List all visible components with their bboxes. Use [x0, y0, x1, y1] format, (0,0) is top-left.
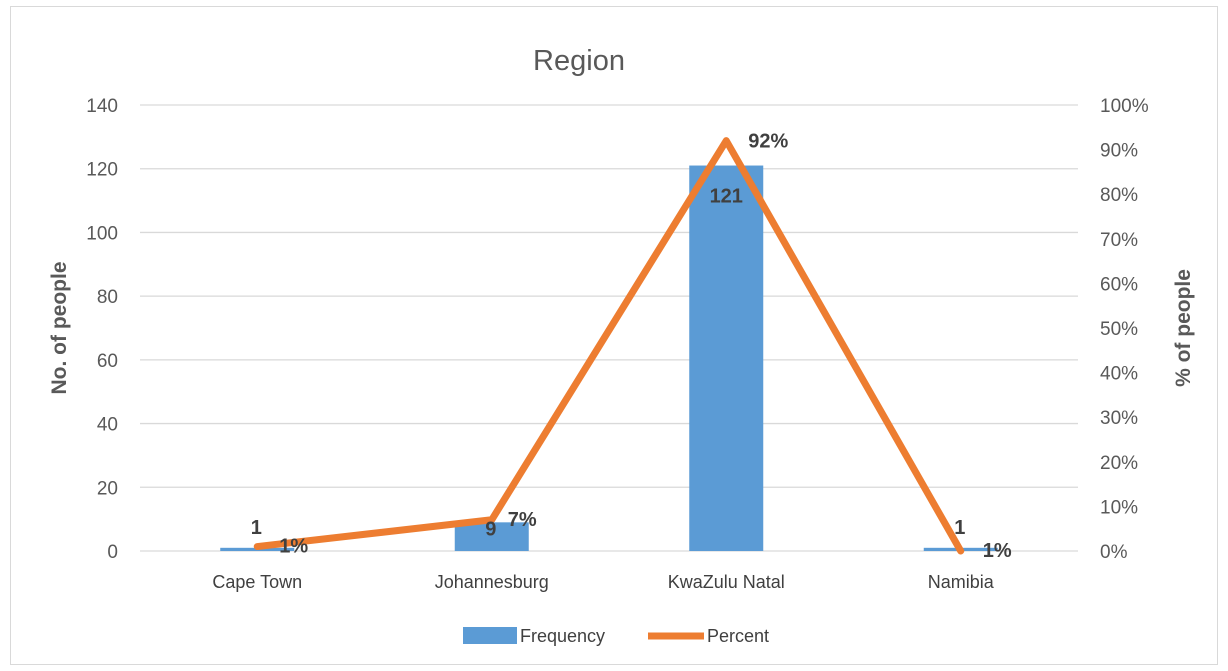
left-tick-label: 0 — [107, 542, 118, 563]
left-axis-tick-labels: 0 20 40 60 80 100 120 140 — [86, 96, 118, 563]
percent-data-label: 7% — [508, 509, 537, 531]
percent-line — [253, 137, 965, 555]
category-label: KwaZulu Natal — [668, 572, 785, 592]
right-tick-label: 0% — [1100, 542, 1128, 563]
percent-point — [724, 138, 729, 143]
legend-label-percent: Percent — [707, 626, 769, 646]
left-tick-label: 60 — [97, 351, 118, 372]
legend-label-frequency: Frequency — [520, 626, 605, 646]
category-label: Johannesburg — [435, 572, 549, 592]
legend: Frequency Percent — [463, 626, 769, 646]
right-tick-label: 100% — [1100, 96, 1149, 117]
category-labels: Cape Town Johannesburg KwaZulu Natal Namibi… — [212, 572, 994, 592]
chart-title: Region — [533, 45, 625, 77]
left-tick-label: 120 — [86, 160, 118, 181]
frequency-data-label: 9 — [485, 518, 496, 540]
percent-data-label: 1% — [983, 540, 1012, 562]
percent-data-label: 1% — [279, 536, 308, 558]
left-tick-label: 80 — [97, 287, 118, 308]
left-tick-label: 100 — [86, 223, 118, 244]
chart-frame — [10, 6, 1218, 665]
right-tick-label: 10% — [1100, 497, 1138, 518]
left-axis-title: No. of people — [48, 262, 71, 395]
right-tick-label: 20% — [1100, 453, 1138, 474]
left-tick-label: 20 — [97, 478, 118, 499]
category-label: Namibia — [928, 572, 995, 592]
category-label: Cape Town — [212, 572, 302, 592]
right-tick-label: 90% — [1100, 141, 1138, 162]
percent-series-line — [253, 137, 965, 555]
right-tick-label: 70% — [1100, 230, 1138, 251]
frequency-data-label: 1 — [251, 517, 262, 539]
data-labels: 1 9 121 1 1% 7% 92% 1% — [251, 131, 1012, 562]
percent-point — [255, 544, 260, 549]
bar-johannesburg — [454, 522, 529, 551]
right-axis-title: % of people — [1172, 269, 1195, 387]
left-tick-label: 140 — [86, 96, 118, 117]
legend-swatch-frequency — [463, 627, 517, 644]
left-tick-label: 40 — [97, 415, 118, 436]
right-tick-label: 50% — [1100, 319, 1138, 340]
right-axis-tick-labels: 0% 10% 20% 30% 40% 50% 60% 70% 80% 90% 100% — [1100, 96, 1149, 563]
frequency-bars — [220, 165, 998, 551]
percent-data-label: 92% — [748, 131, 788, 153]
frequency-data-label: 1 — [954, 517, 965, 539]
percent-point — [958, 549, 963, 553]
right-tick-label: 30% — [1100, 408, 1138, 429]
right-tick-label: 60% — [1100, 274, 1138, 295]
bar-kwazulu-natal — [689, 165, 764, 551]
percent-point — [489, 517, 494, 522]
frequency-data-label: 121 — [710, 186, 743, 208]
right-tick-label: 40% — [1100, 364, 1138, 385]
right-tick-label: 80% — [1100, 185, 1138, 206]
